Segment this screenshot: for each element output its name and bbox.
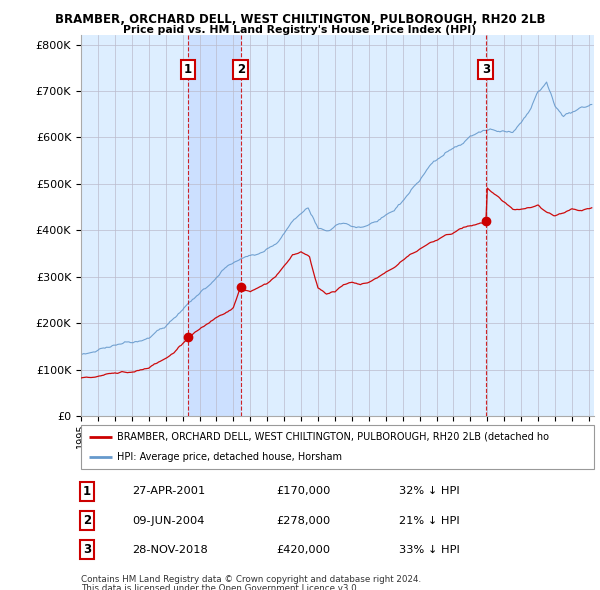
Text: BRAMBER, ORCHARD DELL, WEST CHILTINGTON, PULBOROUGH, RH20 2LB (detached ho: BRAMBER, ORCHARD DELL, WEST CHILTINGTON,… (117, 432, 549, 442)
Text: 2: 2 (83, 514, 91, 527)
Text: £170,000: £170,000 (276, 486, 331, 496)
Text: 1: 1 (83, 485, 91, 498)
Text: Contains HM Land Registry data © Crown copyright and database right 2024.: Contains HM Land Registry data © Crown c… (81, 575, 421, 584)
Text: 09-JUN-2004: 09-JUN-2004 (133, 516, 205, 526)
Text: 3: 3 (83, 543, 91, 556)
Text: HPI: Average price, detached house, Horsham: HPI: Average price, detached house, Hors… (117, 452, 342, 462)
Text: 28-NOV-2018: 28-NOV-2018 (133, 545, 208, 555)
Text: This data is licensed under the Open Government Licence v3.0.: This data is licensed under the Open Gov… (81, 584, 359, 590)
FancyBboxPatch shape (81, 425, 594, 469)
Text: 3: 3 (482, 63, 490, 76)
Text: BRAMBER, ORCHARD DELL, WEST CHILTINGTON, PULBOROUGH, RH20 2LB: BRAMBER, ORCHARD DELL, WEST CHILTINGTON,… (55, 13, 545, 26)
Text: £420,000: £420,000 (276, 545, 330, 555)
Text: 21% ↓ HPI: 21% ↓ HPI (399, 516, 460, 526)
Text: 32% ↓ HPI: 32% ↓ HPI (399, 486, 460, 496)
Text: £278,000: £278,000 (276, 516, 330, 526)
Text: Price paid vs. HM Land Registry's House Price Index (HPI): Price paid vs. HM Land Registry's House … (124, 25, 476, 35)
Text: 2: 2 (237, 63, 245, 76)
Text: 27-APR-2001: 27-APR-2001 (133, 486, 206, 496)
Text: 1: 1 (184, 63, 192, 76)
Bar (188, 35, 241, 416)
Text: 33% ↓ HPI: 33% ↓ HPI (399, 545, 460, 555)
